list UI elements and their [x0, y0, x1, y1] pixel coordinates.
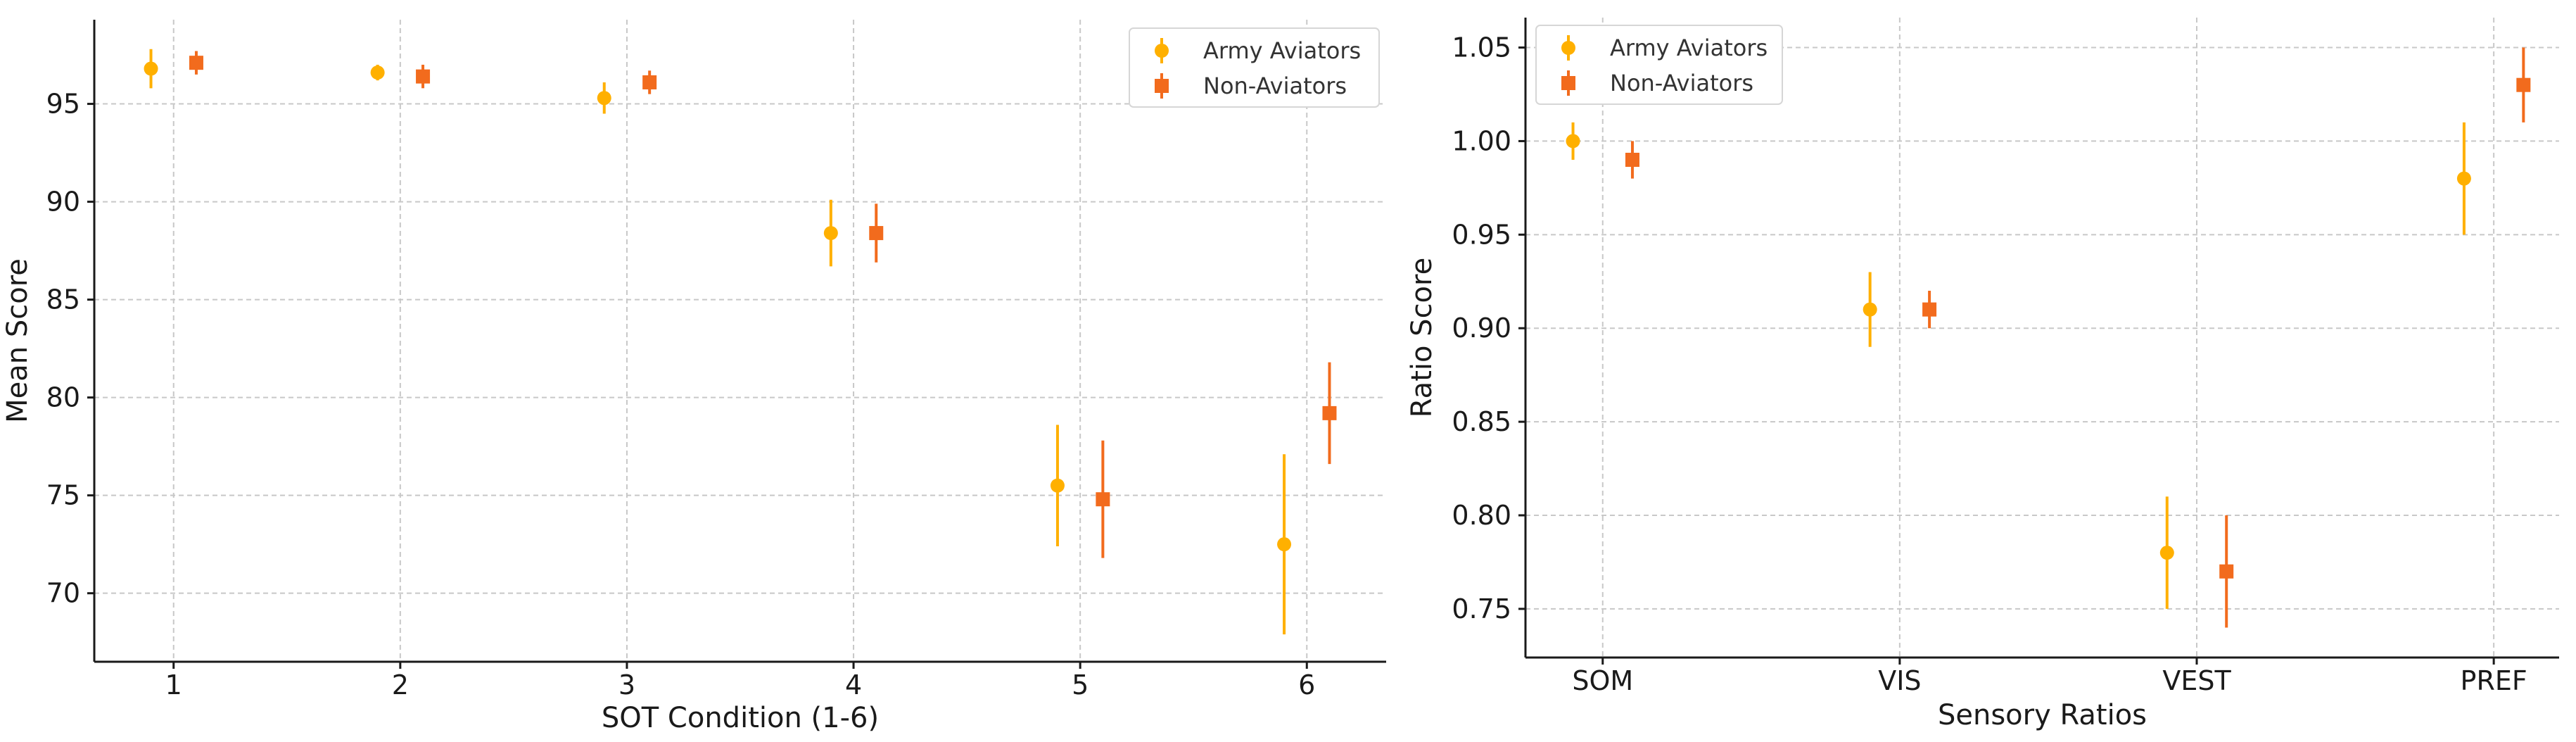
non-aviators-point: [416, 69, 431, 84]
y-tick-label: 80: [46, 382, 80, 413]
army-aviators-point: [370, 65, 385, 80]
legend-label: Non-Aviators: [1203, 73, 1347, 99]
sot-condition-chart: 1 2 3 4 5 6 70 75 80 85 90 95 SOT Condition (1-6) Mea…: [1, 20, 1386, 734]
legend-box: [1535, 25, 1783, 105]
legend-label: Army Aviators: [1610, 34, 1768, 61]
army-aviators-point: [144, 61, 158, 76]
non-aviators-point: [1322, 405, 1337, 420]
y-tick-label: 90: [46, 187, 80, 218]
y-axis-label: Ratio Score: [1406, 258, 1438, 417]
army-aviators-point: [1050, 478, 1065, 493]
non-aviators-point: [869, 226, 884, 241]
x-tick-label: 5: [1072, 669, 1089, 700]
x-tick-label: VEST: [2162, 665, 2231, 696]
y-tick-label: 75: [46, 480, 80, 511]
y-tick-label: 1.00: [1452, 125, 1511, 156]
y-tick-label: 85: [46, 284, 80, 315]
non-aviators-point: [2219, 564, 2234, 579]
legend-box: [1129, 27, 1380, 108]
y-axis-label: Mean Score: [1, 258, 34, 423]
x-tick-label: 6: [1298, 669, 1315, 700]
army-aviators-point: [823, 226, 838, 241]
non-aviators-point: [1625, 153, 1639, 167]
legend-label: Army Aviators: [1203, 37, 1361, 64]
army-aviators-point: [1566, 134, 1580, 149]
y-tick-label: 1.05: [1452, 32, 1511, 63]
y-tick-label: 95: [46, 89, 80, 120]
x-tick-label: 3: [618, 669, 635, 700]
legend-label: Non-Aviators: [1610, 70, 1753, 96]
x-tick-label: SOM: [1572, 665, 1633, 696]
y-tick-label: 0.90: [1452, 313, 1511, 344]
legend: Army Aviators Non-Aviators: [1535, 25, 1783, 105]
legend-square-marker: [1561, 76, 1575, 90]
non-aviators-point: [642, 75, 657, 89]
y-tick-label: 0.85: [1452, 406, 1511, 437]
y-tick-label: 0.80: [1452, 500, 1511, 531]
army-aviators-point: [597, 91, 611, 106]
x-tick-label: 2: [392, 669, 409, 700]
x-tick-label: 1: [165, 669, 182, 700]
army-aviators-point: [2456, 171, 2471, 186]
non-aviators-point: [1922, 302, 1937, 317]
legend-circle-marker: [1155, 44, 1169, 58]
x-tick-label: VIS: [1878, 665, 1921, 696]
army-aviators-point: [1277, 537, 1292, 552]
non-aviators-point: [1096, 492, 1110, 507]
army-aviators-point: [1863, 302, 1877, 317]
x-axis-label: Sensory Ratios: [1938, 699, 2147, 731]
x-tick-label: PREF: [2461, 665, 2527, 696]
x-tick-label: 4: [845, 669, 862, 700]
sensory-ratios-chart: SOM VIS VEST PREF 0.75 0.80 0.85 0.90 0.95 1.00 1.…: [1406, 18, 2559, 731]
y-tick-label: 0.95: [1452, 219, 1511, 250]
legend-circle-marker: [1561, 41, 1575, 55]
x-axis-label: SOT Condition (1-6): [602, 702, 879, 734]
legend-square-marker: [1155, 79, 1169, 93]
non-aviators-point: [2516, 77, 2531, 92]
y-tick-label: 0.75: [1452, 593, 1511, 624]
legend: Army Aviators Non-Aviators: [1129, 27, 1380, 108]
non-aviators-point: [189, 56, 203, 70]
army-aviators-point: [2159, 546, 2174, 560]
y-tick-label: 70: [46, 578, 80, 609]
